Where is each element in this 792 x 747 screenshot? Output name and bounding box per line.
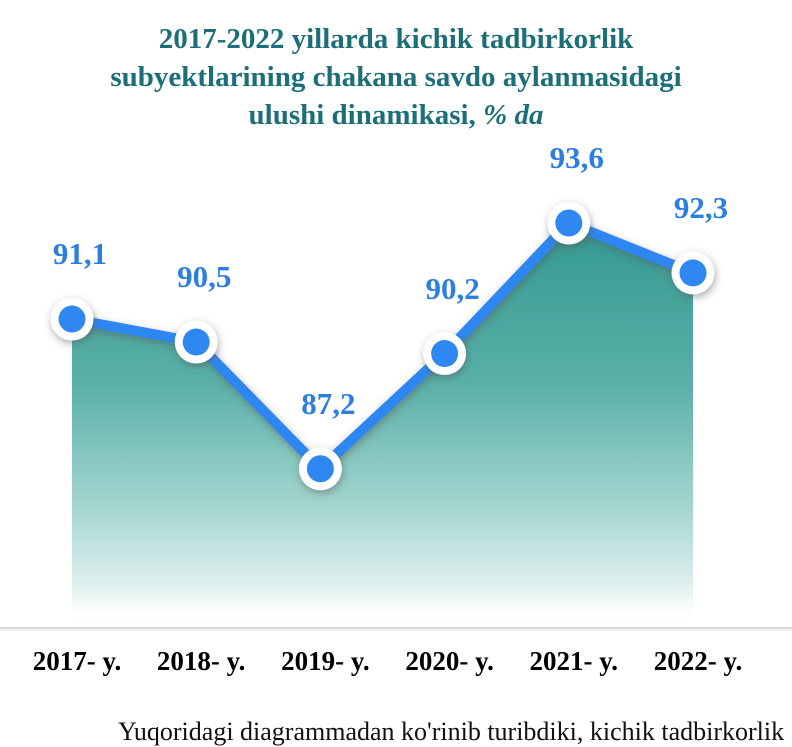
value-label: 92,3 (673, 189, 729, 225)
value-label: 90,5 (177, 259, 232, 295)
x-axis-label: 2019- y. (281, 646, 370, 676)
x-axis-label: 2022- y. (653, 646, 743, 676)
value-label: 91,1 (52, 236, 108, 271)
value-label: 93,6 (549, 140, 604, 175)
chart-title-line2: subyektlarining chakana savdo aylanmasid… (110, 61, 682, 93)
chart-title-unit: % da (483, 99, 544, 131)
data-point-marker (306, 455, 334, 483)
x-axis-label: 2021- y. (529, 646, 619, 676)
x-axis-label: 2018- y. (156, 646, 246, 676)
chart-title: 2017-2022 yillarda kichik tadbirkorlik s… (0, 20, 792, 134)
data-point-marker (555, 209, 583, 237)
data-point-marker (182, 328, 210, 356)
clipped-caption: Yuqoridagi diagrammadan ko'rinib turibdi… (118, 717, 785, 746)
x-axis-baseline (0, 627, 792, 629)
value-label: 90,2 (425, 270, 480, 306)
data-point-marker (431, 340, 459, 368)
value-label: 87,2 (301, 385, 356, 421)
area-fill (72, 223, 693, 622)
data-point-marker (679, 259, 707, 287)
x-axis-label: 2017- y. (32, 646, 122, 676)
x-axis-label: 2020- y. (405, 646, 494, 676)
chart-title-line1: 2017-2022 yillarda kichik tadbirkorlik (158, 23, 634, 55)
area-chart-plot (50, 201, 715, 622)
chart-title-line3: ulushi dinamikasi, % da (248, 99, 544, 131)
data-point-marker (58, 305, 86, 333)
